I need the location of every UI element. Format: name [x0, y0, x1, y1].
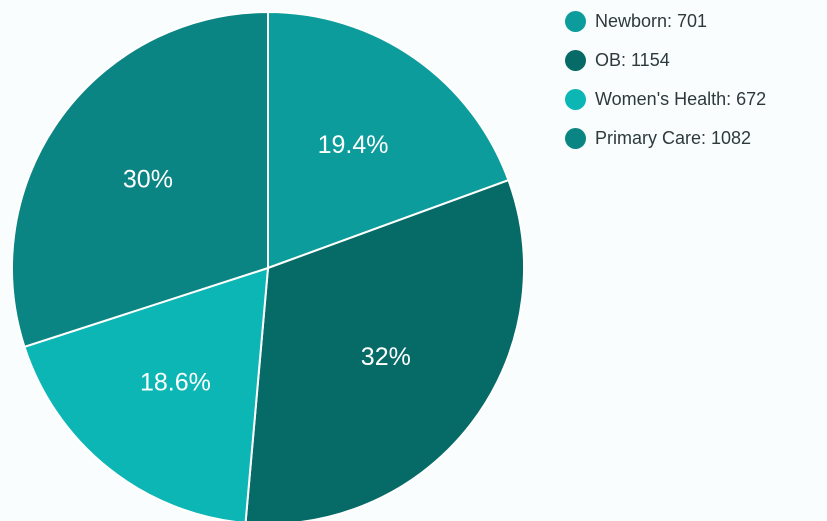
legend-label-ob: OB: 1154	[595, 50, 670, 70]
legend-swatch-womens-health	[565, 89, 586, 110]
pie-slice-ob[interactable]	[244, 178, 525, 521]
slice-label-newborn: 19.4%	[318, 131, 389, 159]
slice-label-women-s-health: 18.6%	[140, 369, 211, 397]
legend-item-newborn[interactable]: Newborn: 701	[565, 8, 766, 35]
pie-slice-primary-care[interactable]	[11, 10, 269, 349]
legend-swatch-newborn	[565, 11, 586, 32]
legend-item-ob[interactable]: OB: 1154	[565, 47, 766, 74]
legend-item-womens-health[interactable]: Women's Health: 672	[565, 86, 766, 113]
legend-swatch-ob	[565, 50, 586, 71]
legend-label-primary-care: Primary Care: 1082	[595, 128, 752, 148]
slice-labels: 19.4% 32% 18.6% 30%	[123, 131, 411, 397]
slice-label-primary-care: 30%	[123, 165, 173, 193]
legend-item-primary-care[interactable]: Primary Care: 1082	[565, 125, 766, 152]
legend-label-newborn: Newborn: 701	[595, 11, 708, 31]
pie-slice-newborn[interactable]	[267, 10, 510, 270]
pie-slice-women-s-health[interactable]	[23, 266, 270, 521]
legend-swatch-primary-care	[565, 128, 586, 149]
slice-label-ob: 32%	[361, 343, 411, 371]
legend-label-womens-health: Women's Health: 672	[595, 89, 767, 109]
pie-slices	[11, 10, 525, 521]
legend: Newborn: 701 OB: 1154 Women's Health: 67…	[565, 8, 766, 164]
